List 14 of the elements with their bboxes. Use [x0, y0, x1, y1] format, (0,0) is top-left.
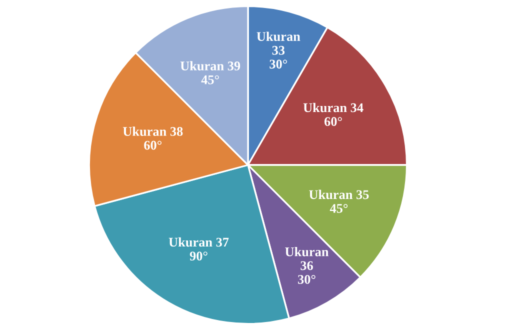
slice-label: Ukuran 39: [180, 61, 240, 70]
slice-label: Ukuran 38: [122, 126, 183, 136]
slice-label: Ukuran 34: [303, 102, 364, 112]
slice-label: Ukuran 36: [285, 247, 329, 270]
slice-label: Ukuran 33: [256, 32, 300, 55]
slice-label: Ukuran 35: [309, 190, 369, 200]
data-label: 60°: [144, 140, 162, 150]
data-label: 60°: [324, 117, 342, 126]
data-label: 90°: [190, 252, 208, 260]
data-label: 45°: [330, 204, 348, 213]
slice-label: Ukuran 37: [168, 237, 229, 247]
data-label: 45°: [201, 75, 219, 84]
data-label: 30°: [298, 274, 316, 284]
data-label: 30°: [270, 60, 288, 69]
